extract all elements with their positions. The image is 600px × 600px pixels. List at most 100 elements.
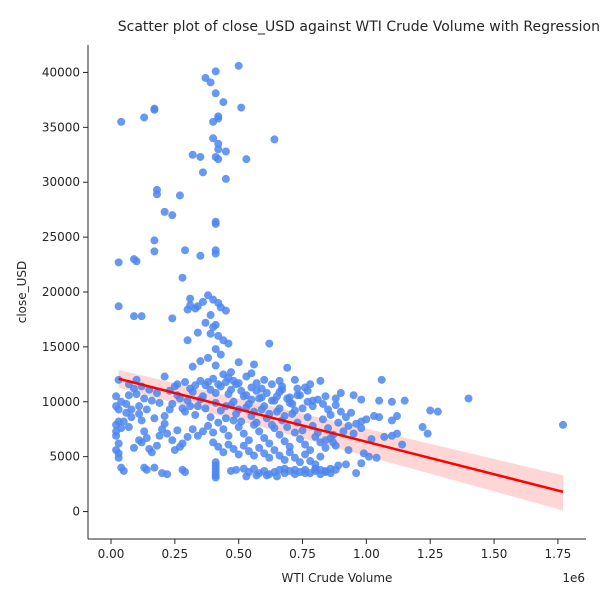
data-point	[196, 152, 205, 161]
y-tick-label: 35000	[42, 120, 80, 134]
y-tick-label: 0	[72, 505, 80, 519]
data-point	[221, 306, 230, 315]
data-point	[239, 429, 248, 438]
data-point	[140, 427, 149, 436]
chart-title: Scatter plot of close_USD against WTI Cr…	[118, 19, 600, 35]
y-axis-title: close_USD	[15, 261, 29, 324]
data-point	[252, 379, 261, 388]
data-point	[260, 402, 269, 411]
data-point	[221, 147, 230, 156]
data-point	[352, 469, 361, 478]
data-point	[316, 465, 325, 474]
data-point	[239, 441, 248, 450]
data-point	[270, 424, 279, 433]
data-point	[303, 386, 312, 395]
data-point	[377, 375, 386, 384]
data-point	[114, 302, 123, 311]
data-point	[206, 413, 215, 422]
data-point	[191, 410, 200, 419]
data-point	[298, 426, 307, 435]
data-point	[150, 105, 159, 114]
data-point	[137, 416, 146, 425]
data-point	[221, 174, 230, 183]
data-point	[270, 446, 279, 455]
data-point	[250, 451, 258, 460]
data-point	[344, 421, 353, 430]
y-tick-label: 30000	[42, 175, 80, 189]
data-point	[132, 390, 141, 399]
data-point	[242, 472, 251, 481]
data-point	[196, 357, 205, 366]
data-point	[250, 420, 258, 429]
data-point	[418, 423, 427, 432]
data-point	[370, 412, 379, 421]
data-point	[280, 455, 289, 464]
data-point	[234, 423, 243, 432]
data-point	[247, 369, 256, 378]
data-point	[135, 436, 144, 445]
data-point	[255, 443, 264, 452]
data-point	[239, 392, 248, 401]
x-tick-label: 1.00	[353, 547, 380, 561]
data-point	[119, 417, 128, 426]
data-point	[357, 424, 366, 433]
data-point	[285, 442, 294, 451]
data-point	[211, 361, 220, 370]
data-point	[326, 410, 335, 419]
x-tick-label: 0.25	[161, 547, 188, 561]
data-point	[181, 468, 190, 477]
data-point	[265, 453, 274, 462]
data-point	[122, 408, 131, 417]
data-point	[367, 435, 376, 444]
data-point	[135, 402, 144, 411]
data-point	[311, 432, 320, 441]
data-point	[206, 78, 215, 87]
data-point	[229, 397, 238, 406]
regression-line	[118, 377, 564, 494]
data-point	[257, 384, 266, 393]
data-point	[280, 464, 289, 473]
data-point	[426, 406, 435, 415]
data-point	[234, 61, 243, 70]
data-point	[178, 273, 187, 282]
data-point	[150, 463, 159, 472]
data-point	[298, 404, 307, 413]
data-point	[150, 247, 159, 256]
data-point	[290, 465, 299, 474]
data-point	[349, 391, 358, 400]
data-point	[211, 67, 220, 76]
data-point	[204, 378, 213, 387]
data-point	[318, 399, 327, 408]
data-point	[255, 427, 264, 436]
data-point	[280, 437, 289, 446]
data-point	[280, 412, 289, 421]
data-point	[331, 401, 340, 410]
data-point	[219, 98, 228, 107]
data-point	[267, 380, 276, 389]
data-point	[293, 391, 302, 400]
x-tick-label: 0.75	[289, 547, 316, 561]
data-point	[114, 405, 123, 414]
y-tick-label: 5000	[49, 450, 80, 464]
data-point	[211, 388, 220, 397]
data-point	[265, 439, 274, 448]
data-point	[112, 420, 121, 429]
data-point	[160, 419, 169, 428]
data-point	[140, 394, 149, 403]
data-point	[178, 439, 187, 448]
data-point	[152, 388, 161, 397]
data-point	[152, 190, 161, 199]
data-point	[216, 350, 225, 359]
data-point	[433, 407, 442, 416]
data-point	[308, 402, 317, 411]
data-point	[129, 312, 138, 321]
data-point	[260, 375, 269, 384]
data-point	[117, 117, 126, 126]
data-point	[204, 353, 213, 362]
data-point	[387, 431, 396, 440]
data-point	[206, 311, 215, 320]
data-point	[387, 397, 396, 406]
data-point	[214, 442, 223, 451]
data-point	[400, 396, 409, 405]
